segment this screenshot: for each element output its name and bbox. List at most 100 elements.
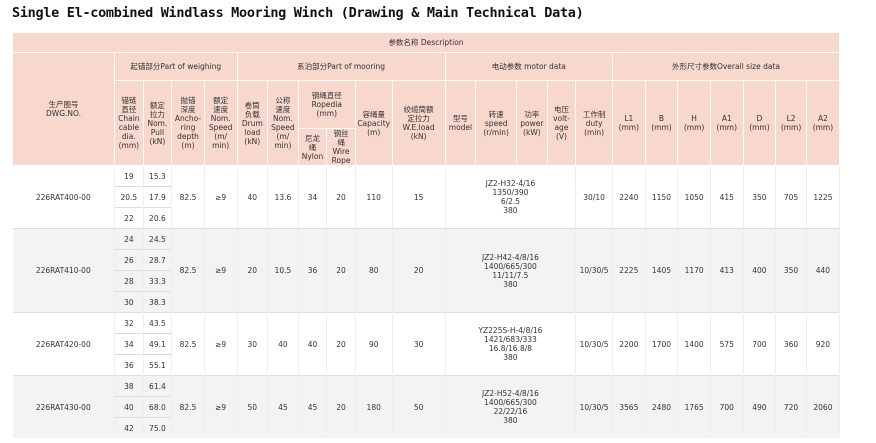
data-row: 22 20.6 <box>13 207 840 229</box>
dimension: 415 <box>710 165 744 229</box>
column-header: 型号 model <box>444 80 477 166</box>
depth: 82.5 <box>171 228 205 313</box>
duty: 10/30/5 <box>575 375 613 438</box>
column-header: 尼龙绳 Nylon <box>297 128 328 166</box>
cell-line: ring <box>180 123 196 132</box>
cell-line: (V) <box>555 132 567 141</box>
column-header: A2 (mm) <box>805 80 841 166</box>
nom-speed: 10.5 <box>267 228 299 313</box>
cell-line: Nylon <box>301 151 324 161</box>
chain-dia: 26 <box>114 249 144 271</box>
cell-line: (mm) <box>118 141 140 150</box>
cell-line: 卷筒 <box>244 100 260 110</box>
group-header: 外形尺寸参数Overall size data <box>611 52 841 81</box>
cell-line: 直径 <box>121 105 137 114</box>
column-header: D (mm) <box>742 80 777 166</box>
dimension: 350 <box>775 228 807 313</box>
cell-line: 尼龙 <box>305 133 320 143</box>
dwg-no: 226RAT400-00 <box>12 165 116 229</box>
data-row: 42 75.0 <box>13 417 840 438</box>
cell-line: (mm) <box>812 123 834 132</box>
cell-line: model <box>448 123 473 132</box>
cell-line: Capacity <box>357 118 391 128</box>
nom-pull: 20.6 <box>143 207 173 229</box>
column-header: B (mm) <box>644 80 679 166</box>
drum: 50 <box>237 375 269 438</box>
column-header: 电压 volt-age (V) <box>546 80 577 166</box>
column-header: L1 (mm) <box>611 80 646 166</box>
group-header: 系泊部分Part of mooring <box>236 52 446 81</box>
wire: 20 <box>326 375 356 438</box>
cell-line: age <box>554 123 569 132</box>
wire: 20 <box>326 312 356 376</box>
dimension: 3565 <box>612 375 646 438</box>
cell-line: duty <box>585 118 603 128</box>
cell-line: 绳 <box>337 138 345 147</box>
dimension: 1225 <box>806 165 841 229</box>
column-header: 额定 拉力 Nom. Pull (kN) <box>142 80 173 166</box>
depth: 82.5 <box>171 165 205 229</box>
speed: ≥9 <box>204 375 238 438</box>
column-header: 工作制 duty (min) <box>575 80 613 166</box>
cell-line: (kN) <box>149 136 166 146</box>
cell-line: depth <box>177 132 199 141</box>
cell-line: (mm) <box>780 123 802 132</box>
description: 参数名称 Description <box>12 32 840 53</box>
cell-line: (mm) <box>749 123 770 132</box>
cell-line: 1400/665/300 <box>484 398 537 407</box>
column-header: 卷筒 负载 Drum load (kN) <box>236 80 269 166</box>
title: Single El-combined Windlass Mooring Winc… <box>12 5 584 21</box>
column-header: 额定 速度 Nom. Speed (m/min) <box>203 80 238 166</box>
column-header: 钢丝绳 Wire Rope <box>326 128 356 166</box>
cell-line: 380 <box>503 353 518 362</box>
cell-line: Chain <box>118 114 140 123</box>
cell-line: JZ2-H42-4/8/16 <box>482 252 539 262</box>
depth: 82.5 <box>171 375 205 438</box>
nom-pull: 38.3 <box>143 291 173 313</box>
cell-line: Rope <box>331 156 351 165</box>
nylon: 36 <box>298 228 328 313</box>
data-row: 226RAT410-00 24 24.5 82.5 ≥9 20 10.5 36 20 80 20 JZ… <box>12 228 841 313</box>
cell-line: 1400/665/300 <box>484 261 537 271</box>
data-row: 30 38.3 <box>13 291 840 313</box>
capacity: 110 <box>355 165 393 229</box>
group-header: 电动参数 motor data <box>444 52 613 81</box>
nom-pull: 33.3 <box>143 270 173 292</box>
column-header: 功率 power (kW) <box>516 80 548 166</box>
cell-line: Drum <box>241 118 263 128</box>
nom-pull: 28.7 <box>143 249 173 271</box>
drum: 30 <box>237 312 269 376</box>
cell-line: W.E.load <box>402 123 435 132</box>
column-header: L2 (mm) <box>775 80 807 166</box>
motor-data: JZ2-H32-4/16 1350/390 6/2.5 380 <box>445 165 577 229</box>
cell-line: 380 <box>503 416 518 425</box>
nylon: 40 <box>298 312 328 376</box>
nom-speed: 13.6 <box>267 165 299 229</box>
cell-line: 负载 <box>244 109 260 119</box>
cell-line: JZ2-H52-4/8/16 <box>482 389 539 398</box>
cell-line: 6/2.5 <box>500 197 521 206</box>
column-header: 抛锚 深度 Ancho-ring depth (m) <box>171 80 205 166</box>
cell-line: 拉力 <box>149 109 165 119</box>
dimension: 2225 <box>612 228 646 313</box>
dimension: 1400 <box>677 312 711 376</box>
column-header: 公称 速度 Nom. Speed (m/min) <box>267 80 299 166</box>
chain-dia: 30 <box>114 291 144 313</box>
cell-line: L2 <box>786 114 796 123</box>
cell-line: 型号 <box>452 114 468 123</box>
chain-dia: 36 <box>114 354 144 376</box>
dimension: 920 <box>806 312 841 376</box>
cell-line: 额定 <box>149 100 165 110</box>
column-header: 绞缆筒额 定拉力 W.E.load (kN) <box>391 80 446 166</box>
cell-line: Wire <box>332 147 350 156</box>
cell-line: 380 <box>503 206 518 215</box>
group-header: 起锚部分Part of weighing <box>114 52 238 81</box>
cell-line: (m/ <box>276 132 290 141</box>
cell-line: 公称 <box>275 96 291 105</box>
drum: 20 <box>237 228 269 313</box>
nom-pull: 15.3 <box>143 165 173 187</box>
cell-line: min) <box>274 141 292 150</box>
chain-dia: 34 <box>114 333 144 355</box>
dimension: 2240 <box>612 165 646 229</box>
nylon: 34 <box>298 165 328 229</box>
